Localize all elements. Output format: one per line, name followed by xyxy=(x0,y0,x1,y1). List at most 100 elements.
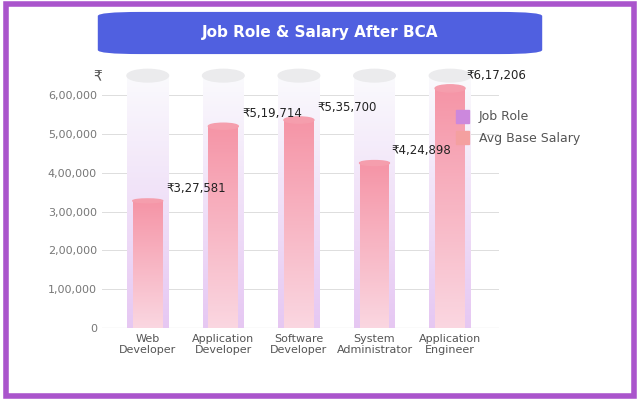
Bar xyxy=(127,198,168,200)
Bar xyxy=(202,111,244,113)
Bar xyxy=(435,269,465,270)
Bar xyxy=(209,285,238,286)
Bar xyxy=(429,187,471,188)
Bar xyxy=(354,108,396,109)
Bar xyxy=(127,89,168,91)
Bar xyxy=(284,320,314,321)
Bar xyxy=(354,197,396,198)
Bar xyxy=(127,183,168,185)
Bar xyxy=(278,182,320,183)
Bar xyxy=(278,158,320,160)
Bar xyxy=(127,143,168,145)
Bar xyxy=(435,157,465,159)
Bar xyxy=(354,124,396,126)
Bar xyxy=(435,256,465,258)
Bar xyxy=(354,165,396,166)
Bar xyxy=(360,210,390,212)
Bar xyxy=(360,315,390,316)
Bar xyxy=(284,209,314,210)
Bar xyxy=(354,79,396,81)
Bar xyxy=(284,321,314,322)
Bar xyxy=(202,244,244,246)
Bar xyxy=(354,188,396,190)
Bar xyxy=(278,268,320,269)
Bar xyxy=(202,264,244,266)
Bar xyxy=(360,227,390,228)
Bar xyxy=(360,207,390,208)
Bar xyxy=(429,176,471,178)
Bar xyxy=(429,222,471,224)
Bar xyxy=(284,280,314,281)
Bar xyxy=(360,309,390,310)
Bar xyxy=(132,267,163,268)
Bar xyxy=(284,284,314,285)
Bar xyxy=(132,222,163,223)
Bar xyxy=(132,266,163,267)
Bar xyxy=(278,133,320,134)
Bar xyxy=(435,298,465,299)
Bar xyxy=(354,195,396,197)
Bar xyxy=(127,229,168,230)
Bar xyxy=(278,210,320,212)
Bar xyxy=(435,315,465,317)
Bar xyxy=(278,249,320,251)
Bar xyxy=(209,202,238,203)
Bar xyxy=(435,175,465,176)
Bar xyxy=(202,261,244,262)
Bar xyxy=(284,281,314,282)
Bar xyxy=(354,308,396,310)
Bar xyxy=(278,187,320,188)
Bar xyxy=(429,138,471,140)
Bar xyxy=(429,232,471,234)
Bar xyxy=(360,326,390,327)
Bar xyxy=(278,284,320,286)
Bar xyxy=(429,202,471,204)
Bar xyxy=(127,242,168,244)
Bar xyxy=(360,181,390,182)
Bar xyxy=(132,216,163,217)
Bar xyxy=(127,96,168,98)
Bar xyxy=(127,303,168,304)
Bar xyxy=(127,109,168,111)
Bar xyxy=(360,269,390,270)
Bar xyxy=(202,217,244,219)
Bar xyxy=(284,160,314,162)
Bar xyxy=(209,323,238,324)
Bar xyxy=(429,91,471,92)
Bar xyxy=(360,317,390,318)
Bar xyxy=(209,265,238,266)
Bar xyxy=(354,130,396,131)
Bar xyxy=(435,96,465,98)
Bar xyxy=(127,239,168,240)
Bar xyxy=(127,249,168,251)
Bar xyxy=(360,200,390,202)
Bar xyxy=(127,180,168,182)
Bar xyxy=(354,133,396,134)
Bar xyxy=(360,324,390,325)
Bar xyxy=(132,271,163,272)
Bar xyxy=(284,149,314,150)
Bar xyxy=(360,187,390,188)
Bar xyxy=(209,196,238,198)
Bar xyxy=(209,223,238,224)
Bar xyxy=(209,200,238,202)
Bar xyxy=(284,310,314,311)
Bar xyxy=(209,240,238,242)
Bar xyxy=(360,258,390,259)
Bar xyxy=(429,126,471,128)
Bar xyxy=(209,249,238,250)
Bar xyxy=(429,225,471,227)
Bar xyxy=(127,86,168,88)
Bar xyxy=(202,102,244,104)
Bar xyxy=(429,304,471,306)
Bar xyxy=(284,180,314,181)
Bar xyxy=(435,216,465,218)
Bar xyxy=(429,94,471,96)
Bar xyxy=(132,276,163,277)
Bar xyxy=(202,301,244,303)
Bar xyxy=(354,166,396,168)
Bar xyxy=(284,123,314,124)
Bar xyxy=(354,113,396,114)
Bar xyxy=(435,98,465,100)
Bar xyxy=(429,236,471,237)
